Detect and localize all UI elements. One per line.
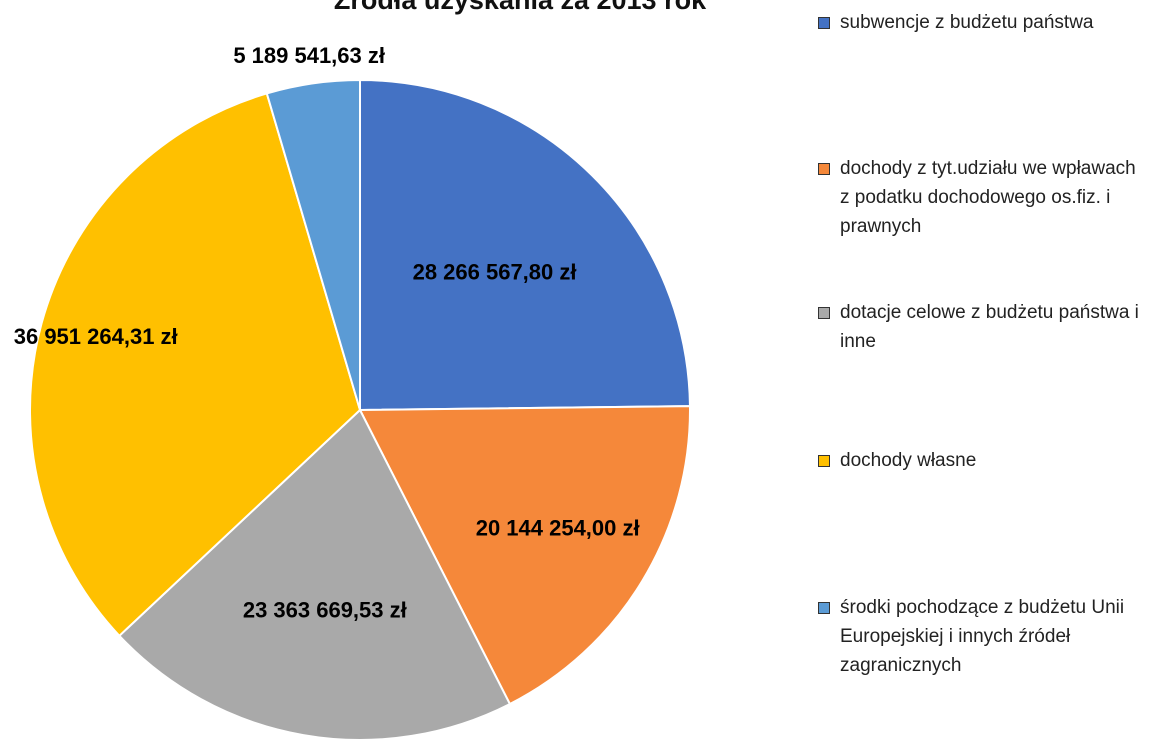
- data-label: 36 951 264,31 zł: [14, 324, 178, 349]
- legend-swatch: [818, 602, 830, 614]
- legend-swatch: [818, 17, 830, 29]
- pie-slice: [265, 78, 361, 411]
- legend-label: środki pochodzące z budżetu Unii Europej…: [840, 597, 1125, 676]
- pie-slice: [359, 78, 691, 412]
- pie-slice: [358, 405, 691, 706]
- chart-title: Źródła uzyskania za 2013 rok: [334, 0, 707, 15]
- legend-item: dotacje celowe z budżetu państwa i inne: [818, 298, 1148, 356]
- legend-label: dochody z tyt.udziału we wpławach z poda…: [840, 158, 1136, 237]
- legend-label: dotacje celowe z budżetu państwa i inne: [840, 302, 1139, 352]
- legend-label: subwencje z budżetu państwa: [840, 12, 1094, 33]
- data-label: 28 266 567,80 zł: [413, 260, 577, 285]
- pie-slice: [117, 408, 512, 740]
- pie: [29, 78, 691, 740]
- legend-item: środki pochodzące z budżetu Unii Europej…: [818, 593, 1148, 680]
- legend-item: subwencje z budżetu państwa: [818, 8, 1148, 37]
- legend-label: dochody własne: [840, 450, 977, 471]
- legend-swatch: [818, 163, 830, 175]
- legend-swatch: [818, 455, 830, 467]
- legend-item: dochody z tyt.udziału we wpławach z poda…: [818, 154, 1148, 241]
- pie-slice: [29, 92, 362, 638]
- data-label: 5 189 541,63 zł: [233, 43, 385, 68]
- legend-swatch: [818, 307, 830, 319]
- legend-item: dochody własne: [818, 446, 1148, 475]
- data-label: 23 363 669,53 zł: [243, 597, 407, 622]
- data-label: 20 144 254,00 zł: [476, 515, 640, 540]
